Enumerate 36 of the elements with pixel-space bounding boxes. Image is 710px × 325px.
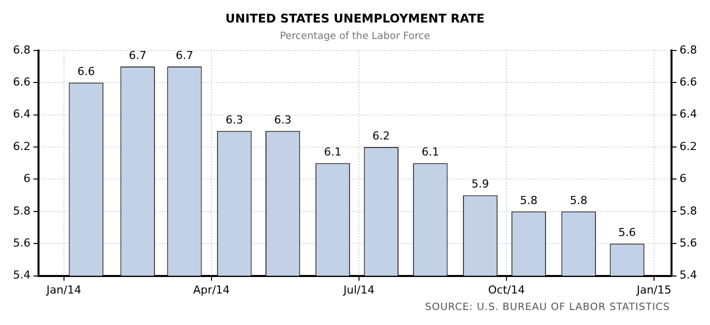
data-label: 6.7	[176, 48, 194, 62]
y-tick-label: 5.6	[12, 236, 30, 250]
y-tick-label: 5.8	[12, 204, 30, 218]
x-tick-label: Jul/14	[342, 283, 374, 296]
data-label: 6.3	[274, 113, 292, 126]
data-label: 6.6	[77, 64, 95, 78]
y2-tick-label: 6.8	[680, 43, 698, 56]
x-tick-label: Jan/15	[636, 283, 672, 296]
y-tick-label: 5.4	[12, 268, 30, 282]
data-label: 6.2	[372, 129, 390, 142]
y-tick-label: 6.2	[12, 140, 30, 153]
y2-tick-label: 5.6	[680, 236, 698, 250]
data-label: 5.8	[520, 194, 538, 207]
chart-subtitle: Percentage of the Labor Force	[280, 30, 430, 42]
data-label: 6.7	[128, 48, 146, 62]
data-label: 5.8	[570, 194, 588, 207]
chart-title: UNITED STATES UNEMPLOYMENT RATE	[225, 11, 485, 26]
y2-tick-label: 6.2	[680, 140, 698, 153]
data-label: 5.6	[618, 226, 636, 239]
y2-tick-label: 5.4	[680, 268, 698, 282]
data-label: 5.9	[472, 178, 490, 191]
y2-tick-label: 6	[680, 172, 687, 186]
y2-tick-label: 6.4	[680, 108, 698, 121]
y-tick-label: 6.8	[12, 43, 30, 56]
x-tick-label: Oct/14	[488, 283, 525, 296]
y2-tick-label: 6.6	[680, 75, 698, 88]
y2-tick-label: 5.8	[680, 204, 698, 218]
y-tick-label: 6	[23, 172, 30, 186]
data-label: 6.1	[422, 145, 440, 158]
y-tick-label: 6.4	[12, 108, 30, 121]
x-tick-label: Jan/14	[46, 283, 82, 296]
x-tick-label: Apr/14	[193, 283, 230, 296]
source-note: SOURCE: U.S. BUREAU OF LABOR STATISTICS	[425, 302, 670, 313]
data-label: 6.1	[324, 145, 342, 158]
y-tick-label: 6.6	[12, 75, 30, 88]
data-label: 6.3	[226, 113, 244, 126]
